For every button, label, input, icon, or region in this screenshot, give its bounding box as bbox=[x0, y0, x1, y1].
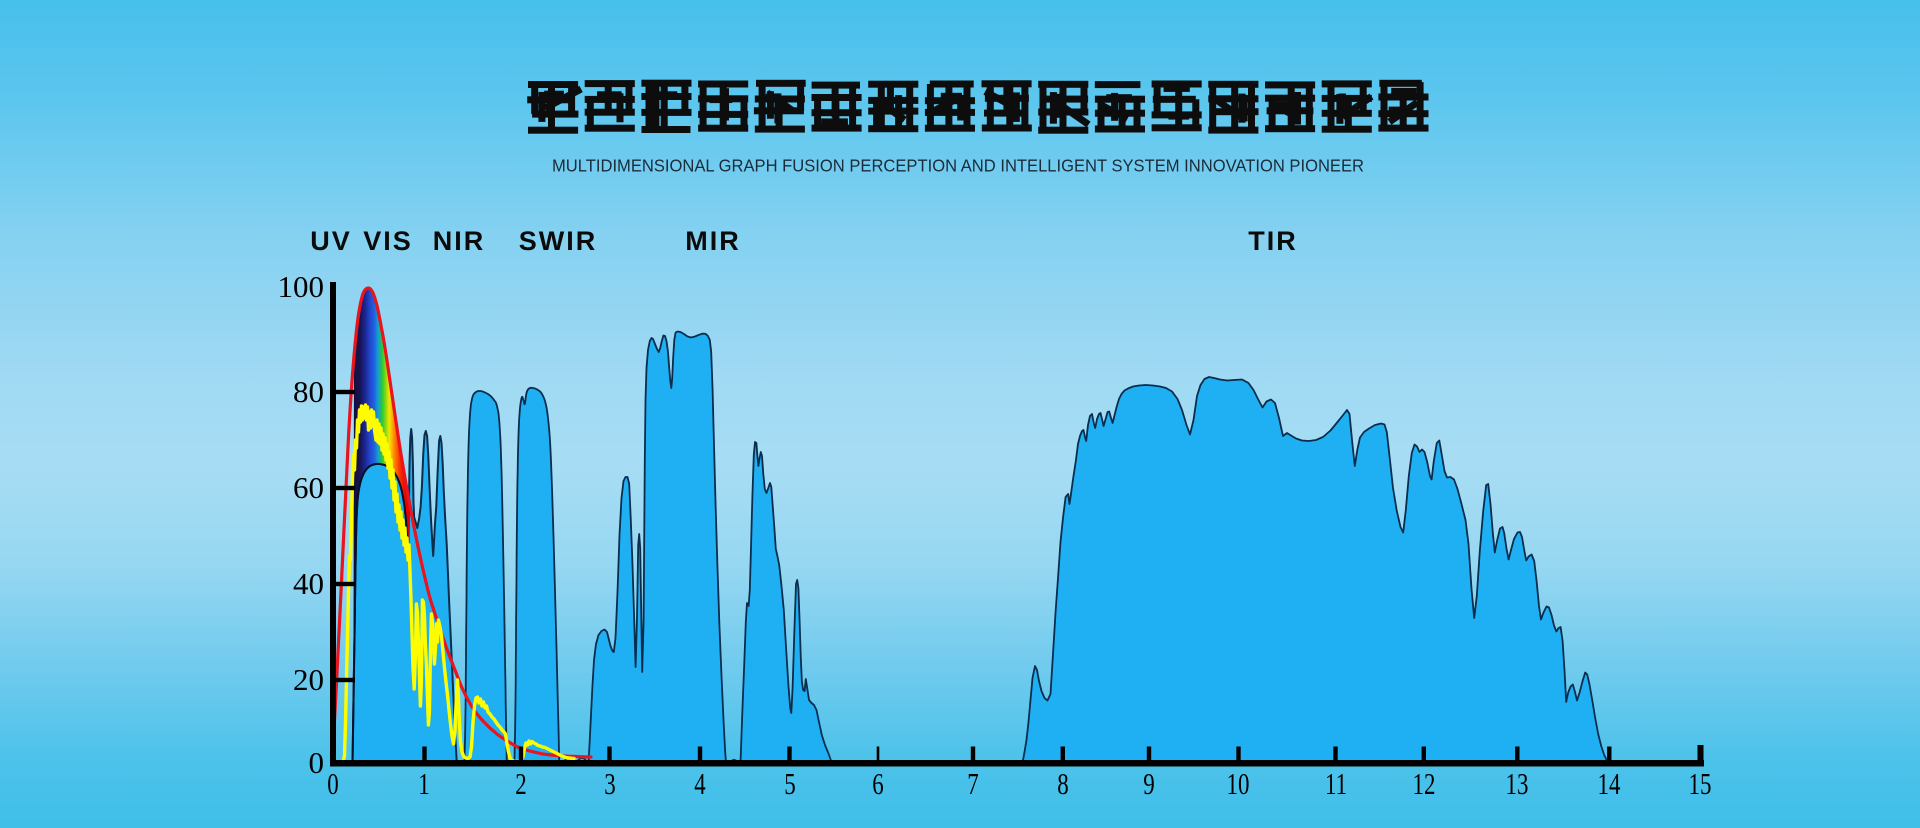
svg-text:1: 1 bbox=[418, 767, 429, 801]
svg-text:0: 0 bbox=[327, 767, 338, 801]
svg-text:6: 6 bbox=[872, 767, 883, 801]
svg-text:TIR: TIR bbox=[1248, 226, 1298, 256]
svg-text:8: 8 bbox=[1057, 767, 1068, 801]
svg-text:VIS: VIS bbox=[363, 226, 413, 256]
svg-text:12: 12 bbox=[1413, 767, 1436, 801]
svg-text:5: 5 bbox=[784, 767, 795, 801]
svg-text:60: 60 bbox=[293, 470, 324, 505]
svg-text:2: 2 bbox=[515, 767, 526, 801]
svg-text:14: 14 bbox=[1598, 767, 1621, 801]
svg-text:7: 7 bbox=[967, 767, 978, 801]
svg-text:MULTIDIMENSIONAL GRAPH FUSION: MULTIDIMENSIONAL GRAPH FUSION PERCEPTION… bbox=[552, 156, 1364, 176]
svg-text:4: 4 bbox=[694, 767, 706, 801]
svg-text:80: 80 bbox=[293, 374, 324, 409]
svg-text:10: 10 bbox=[1227, 767, 1250, 801]
svg-text:MIR: MIR bbox=[685, 226, 741, 256]
svg-text:SWIR: SWIR bbox=[519, 226, 598, 256]
svg-text:9: 9 bbox=[1143, 767, 1154, 801]
svg-text:NIR: NIR bbox=[433, 226, 486, 256]
svg-text:UV: UV bbox=[310, 226, 352, 256]
svg-text:11: 11 bbox=[1325, 767, 1347, 801]
svg-text:20: 20 bbox=[293, 662, 324, 697]
svg-text:0: 0 bbox=[309, 745, 325, 780]
svg-text:3: 3 bbox=[604, 767, 615, 801]
svg-text:13: 13 bbox=[1506, 767, 1529, 801]
svg-text:15: 15 bbox=[1689, 767, 1712, 801]
svg-text:40: 40 bbox=[293, 566, 324, 601]
svg-text:100: 100 bbox=[278, 269, 325, 304]
